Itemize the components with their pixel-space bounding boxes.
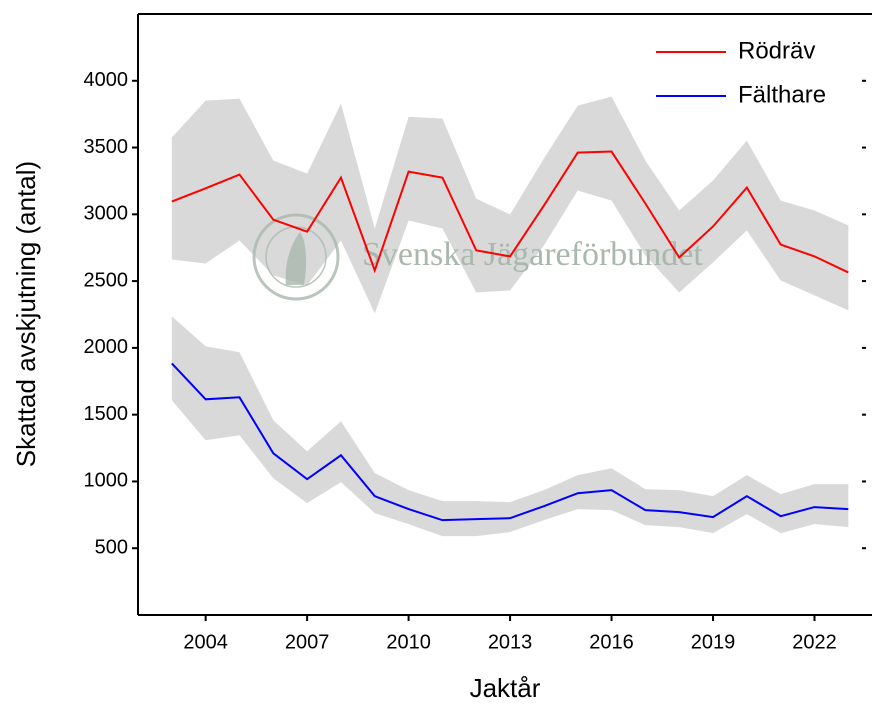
y-tick-label: 4000 — [84, 69, 129, 91]
x-tick-label: 2019 — [691, 631, 736, 653]
watermark-logo — [252, 213, 340, 301]
x-tick-label: 2007 — [285, 631, 330, 653]
y-tick-label: 2500 — [84, 269, 129, 291]
y-tick-label: 3000 — [84, 203, 129, 225]
series-line — [171, 362, 849, 522]
x-tick-label: 2016 — [589, 631, 634, 653]
legend-label: Fälthare — [738, 81, 826, 108]
y-tick-label: 2000 — [84, 336, 129, 358]
x-axis-label: Jaktår — [470, 673, 541, 703]
x-tick-label: 2010 — [386, 631, 431, 653]
confidence-band — [171, 316, 849, 537]
legend-label: Rödräv — [738, 37, 815, 64]
y-axis-label: Skattad avskjutning (antal) — [11, 161, 41, 467]
watermark-text: Svenska Jägareförbundet — [362, 236, 703, 273]
watermark-bird — [285, 232, 307, 285]
y-tick-label: 500 — [95, 537, 128, 559]
confidence-band — [171, 96, 849, 314]
x-tick-label: 2004 — [183, 631, 228, 653]
y-tick-label: 1500 — [84, 403, 129, 425]
series-line — [171, 150, 849, 274]
x-tick-label: 2013 — [488, 631, 533, 653]
y-tick-label: 1000 — [84, 470, 129, 492]
x-tick-label: 2022 — [792, 631, 837, 653]
y-tick-label: 3500 — [84, 136, 129, 158]
